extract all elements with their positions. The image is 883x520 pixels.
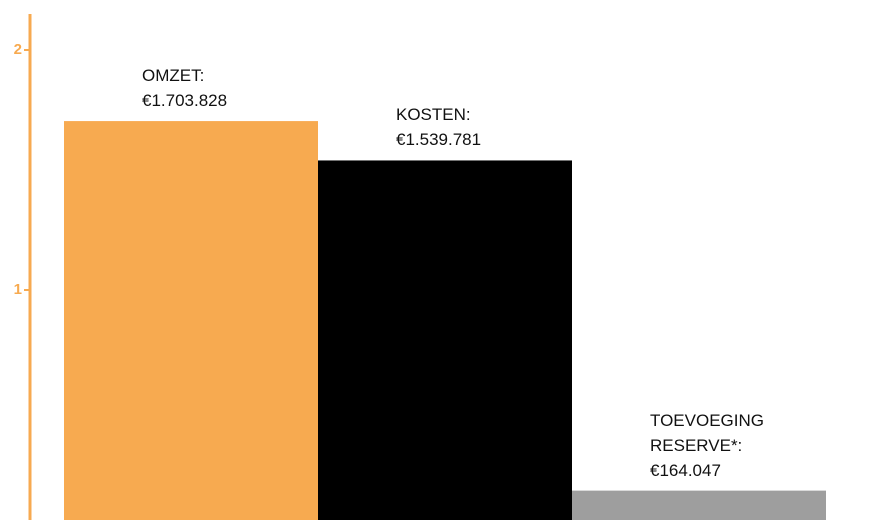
bar-label: OMZET: €1.703.828 (142, 63, 277, 113)
category-label: TOEVOEGING RESERVE*: (650, 410, 764, 455)
value-label: €164.047 (650, 460, 721, 480)
y-tick-label: 2 (14, 41, 22, 58)
value-label: €1.539.781 (396, 130, 482, 150)
bar (572, 490, 826, 520)
bar-label: KOSTEN: €1.539.781 (396, 102, 531, 152)
bar-label: TOEVOEGING RESERVE*: €164.047 (650, 408, 785, 483)
category-label: OMZET: (142, 66, 205, 86)
category-label: KOSTEN: (396, 105, 471, 125)
bar (64, 121, 318, 520)
value-label: €1.703.828 (142, 91, 228, 111)
bar (318, 160, 572, 520)
y-tick-label: 1 (14, 281, 22, 298)
